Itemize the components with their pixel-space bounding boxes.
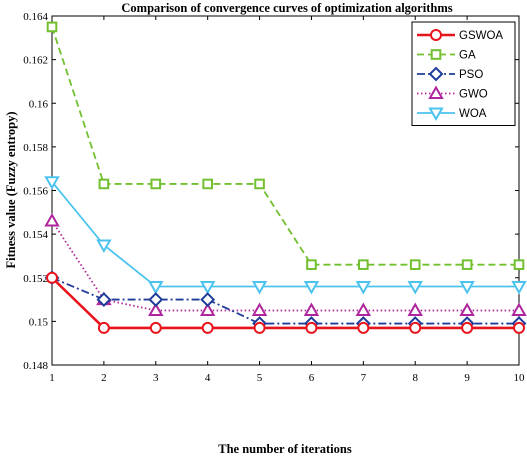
- data-point-gwo: [407, 302, 423, 316]
- legend-marker: [428, 107, 444, 122]
- x-tick-label: 10: [514, 372, 526, 384]
- legend-item-pso: PSO: [417, 66, 483, 82]
- x-tick-label: 5: [257, 372, 263, 384]
- legend-item-ga: GA: [417, 49, 476, 62]
- data-point-ga: [513, 259, 525, 270]
- data-point-gswoa: [97, 321, 110, 334]
- legend-label: WOA: [459, 108, 487, 120]
- data-point-gwo: [44, 213, 60, 227]
- legend-marker: [428, 85, 444, 99]
- data-point-woa: [303, 280, 320, 295]
- data-point-gswoa: [149, 321, 162, 334]
- x-axis: 1 2 3 4 5 6 7 8 9 10: [49, 16, 525, 384]
- data-point-woa: [407, 280, 423, 295]
- series-woa: [44, 176, 527, 295]
- data-point-ga: [306, 259, 317, 270]
- series-line-gwo: [51, 220, 519, 312]
- data-point-gswoa: [253, 321, 266, 334]
- y-tick-label: 0.162: [23, 55, 48, 67]
- y-tick-label: 0.164: [23, 11, 48, 23]
- data-point-woa: [96, 239, 112, 254]
- data-point-woa: [511, 280, 527, 295]
- y-tick-label: 0.154: [23, 229, 48, 241]
- data-point-ga: [46, 21, 58, 33]
- y-tick-label: 0.148: [23, 360, 48, 372]
- data-point-gswoa: [305, 321, 318, 334]
- legend-label: GA: [459, 50, 476, 62]
- data-point-gswoa: [201, 321, 214, 334]
- legend: GSWOA GA PSO GWO WOA: [411, 21, 516, 126]
- data-point-woa: [199, 280, 216, 295]
- data-point-ga: [358, 259, 369, 270]
- data-point-ga: [254, 178, 265, 190]
- legend-label: GWO: [459, 89, 488, 101]
- data-point-gswoa: [409, 321, 422, 334]
- data-point-gwo: [459, 302, 475, 316]
- series-line-pso: [51, 276, 519, 325]
- data-point-gwo: [511, 302, 527, 316]
- data-point-gswoa: [46, 271, 58, 284]
- data-point-gwo: [355, 302, 372, 316]
- data-point-ga: [150, 178, 162, 190]
- data-point-gswoa: [461, 321, 474, 334]
- legend-label: PSO: [459, 69, 483, 81]
- legend-item-gswoa: GSWOA: [417, 29, 503, 42]
- data-point-gswoa: [513, 321, 525, 334]
- legend-marker: [428, 66, 444, 82]
- data-point-woa: [459, 280, 475, 295]
- x-tick-label: 6: [309, 372, 315, 384]
- data-point-pso: [148, 292, 164, 307]
- x-tick-label: 2: [101, 372, 107, 384]
- data-point-woa: [148, 280, 164, 295]
- series-gswoa: [46, 271, 525, 334]
- data-point-gwo: [148, 302, 164, 316]
- series-line-woa: [51, 181, 519, 288]
- x-tick-label: 3: [153, 372, 159, 384]
- legend-marker: [430, 49, 442, 60]
- series-line-ga: [51, 26, 519, 266]
- legend-item-gwo: GWO: [417, 85, 488, 101]
- data-point-woa: [355, 280, 372, 295]
- series-ga: [46, 21, 525, 270]
- y-axis: 0.148 0.15 0.152 0.154 0.156 0.158 0.16 0.162 0.…: [23, 11, 519, 372]
- x-tick-label: 9: [464, 372, 470, 384]
- series-lines: [44, 21, 527, 334]
- data-point-ga: [461, 259, 473, 270]
- data-point-gwo: [251, 302, 268, 316]
- x-tick-label: 8: [412, 372, 418, 384]
- data-point-gwo: [199, 302, 216, 316]
- x-tick-label: 1: [49, 372, 55, 384]
- y-tick-label: 0.158: [23, 142, 48, 154]
- y-axis-label: Fitness value (Fuzzy entropy): [4, 111, 18, 268]
- series-line-gswoa: [51, 276, 519, 330]
- data-point-gwo: [303, 302, 320, 316]
- y-tick-label: 0.16: [29, 98, 49, 110]
- data-point-pso: [96, 292, 112, 307]
- y-tick-label: 0.15: [29, 316, 49, 328]
- series-gwo: [44, 213, 527, 316]
- data-point-woa: [44, 176, 60, 190]
- data-point-woa: [251, 280, 268, 295]
- chart-title: Comparison of convergence curves of opti…: [121, 1, 452, 15]
- y-tick-label: 0.156: [23, 186, 48, 198]
- data-point-ga: [98, 178, 110, 190]
- data-point-pso: [200, 292, 216, 307]
- data-point-gswoa: [357, 321, 370, 334]
- legend-marker: [430, 29, 442, 41]
- x-axis-label: The number of iterations: [218, 442, 352, 456]
- x-tick-label: 4: [205, 372, 211, 384]
- legend-label: GSWOA: [459, 30, 503, 42]
- data-point-ga: [202, 178, 213, 190]
- data-point-ga: [409, 259, 421, 270]
- y-tick-label: 0.152: [23, 273, 48, 285]
- legend-item-woa: WOA: [417, 107, 487, 122]
- x-tick-label: 7: [361, 372, 367, 384]
